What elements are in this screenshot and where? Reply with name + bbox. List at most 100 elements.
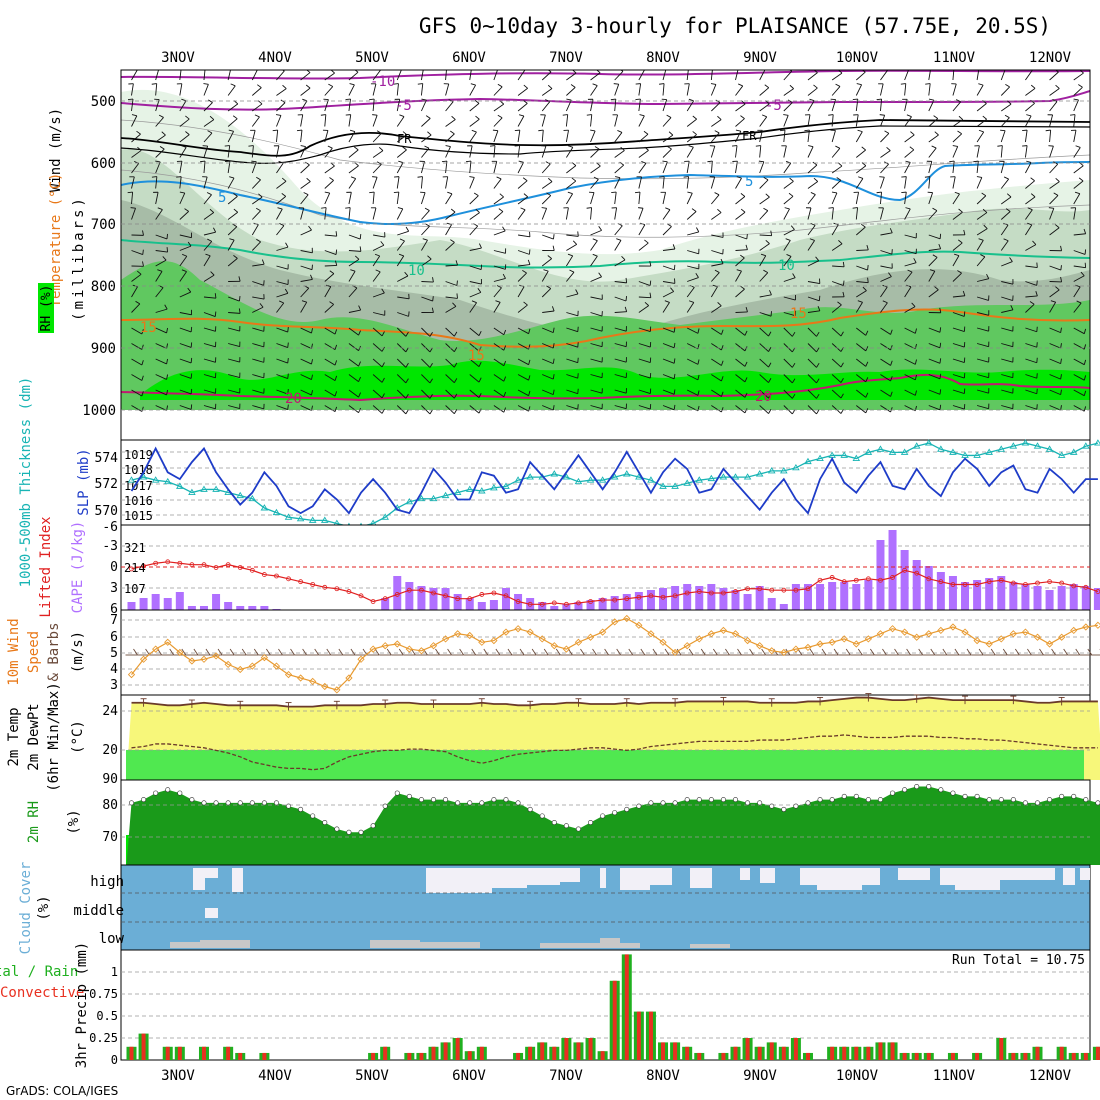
surface-wind-barb-flag (990, 648, 996, 656)
surface-wind-barb-flag (398, 648, 404, 656)
precip-convective-bar (926, 1052, 931, 1060)
upper-wind-barb-flag (405, 226, 410, 232)
upper-wind-barb (1025, 244, 1037, 251)
upper-wind-barb-flag (405, 393, 409, 399)
li-point (576, 600, 581, 606)
upper-wind-barb (155, 176, 158, 189)
thickness-point (284, 513, 293, 520)
upper-wind-barb (662, 176, 665, 189)
upper-wind-barb (686, 134, 697, 143)
cape-bar (574, 602, 583, 610)
upper-wind-barb-flag (914, 328, 917, 334)
surface-wind-barb-flag (519, 648, 525, 656)
upper-wind-barb-flag (214, 311, 217, 317)
upper-wind-barb (590, 312, 603, 317)
upper-wind-barb-flag (768, 378, 772, 383)
upper-wind-barb-flag (210, 271, 215, 276)
li-point (805, 586, 811, 592)
rh-point (153, 790, 159, 796)
upper-wind-barb-flag (402, 131, 408, 136)
thickness-line (131, 442, 1099, 528)
upper-wind-barb-flag (431, 307, 434, 313)
wind-speed-point (502, 628, 510, 636)
surface-wind-barb-flag (870, 648, 875, 656)
upper-wind-barb (662, 302, 670, 313)
upper-wind-barb (421, 210, 430, 220)
surface-wind-barb-flag (930, 648, 936, 656)
upper-y-tick: 800 (91, 279, 116, 295)
upper-wind-barb-flag (816, 409, 820, 415)
rh-point (732, 797, 738, 803)
upper-wind-barb-flag (817, 305, 821, 311)
li-point (660, 594, 666, 600)
upper-wind-barb-flag (141, 391, 144, 397)
upper-wind-barb (976, 195, 987, 205)
cape-bar (683, 584, 692, 610)
upper-wind-barb-flag (939, 307, 942, 313)
upper-wind-barb (759, 116, 768, 127)
upper-wind-barb-flag (257, 100, 263, 105)
slp-tick: 1019 (124, 448, 153, 462)
upper-wind-barb (228, 327, 240, 332)
upper-wind-barb-flag (151, 176, 157, 178)
upper-wind-barb (300, 181, 311, 189)
upper-wind-barb (735, 358, 746, 367)
upper-wind-barb-flag (429, 409, 433, 415)
rh-point (527, 806, 533, 812)
cloud-level-middle: middle (73, 903, 124, 919)
upper-wind-barb (179, 312, 192, 316)
upper-wind-barb (348, 131, 356, 143)
upper-wind-barb-flag (1027, 207, 1033, 211)
cape-bar (912, 560, 921, 610)
upper-wind-barb (759, 294, 772, 298)
upper-wind-barb (735, 249, 748, 251)
upper-wind-barb (203, 119, 215, 127)
upper-wind-barb-flag (816, 347, 820, 353)
upper-wind-barb-flag (571, 177, 577, 182)
upper-wind-barb-flag (353, 146, 359, 151)
upper-wind-barb (566, 389, 578, 395)
surface-wind-barb-flag (845, 648, 851, 656)
upper-wind-barb-flag (275, 114, 282, 116)
upper-wind-barb-flag (1060, 405, 1062, 411)
wind-speed-point (913, 633, 921, 641)
upper-wind-barb (759, 196, 770, 205)
upper-wind-barb (469, 145, 473, 158)
wind-speed-point (949, 623, 957, 631)
upper-wind-barb (179, 192, 186, 205)
upper-wind-barb-flag (1083, 390, 1087, 396)
rh-point (793, 803, 799, 809)
upper-wind-barb (1025, 224, 1033, 236)
upper-wind-barb (831, 304, 842, 313)
cape-bar (948, 576, 957, 610)
cape-bar (900, 550, 909, 610)
upper-wind-barb-flag (687, 191, 693, 194)
upper-wind-barb-flag (672, 244, 676, 250)
upper-wind-barb (1073, 72, 1084, 81)
thickness-point (1021, 439, 1030, 446)
upper-wind-barb (493, 130, 499, 143)
upper-wind-barb-flag (469, 176, 475, 178)
precip-convective-bar (588, 1038, 593, 1060)
upper-wind-barb (155, 161, 161, 174)
upper-wind-barb (131, 358, 143, 366)
upper-wind-barb (517, 405, 529, 412)
upper-wind-barb-flag (933, 115, 938, 119)
upper-wind-barb-flag (179, 191, 185, 194)
upper-wind-barb (1024, 130, 1028, 143)
wind-speed-point (321, 682, 329, 691)
cape-bar (852, 584, 861, 610)
upper-wind-barb (1073, 99, 1079, 112)
upper-wind-barb-flag (311, 359, 313, 365)
cape-bar (767, 598, 776, 610)
upper-wind-barb-flag (761, 114, 767, 118)
li-point (551, 600, 557, 606)
upper-wind-barb-flag (1060, 327, 1062, 333)
upper-wind-barb-flag (232, 223, 238, 228)
cloud-level-low: low (99, 931, 125, 947)
upper-wind-barb (203, 405, 216, 410)
upper-wind-barb (227, 296, 240, 302)
upper-wind-barb (252, 405, 264, 410)
precip-tick: 0 (111, 1053, 118, 1067)
upper-wind-barb (1024, 145, 1028, 158)
